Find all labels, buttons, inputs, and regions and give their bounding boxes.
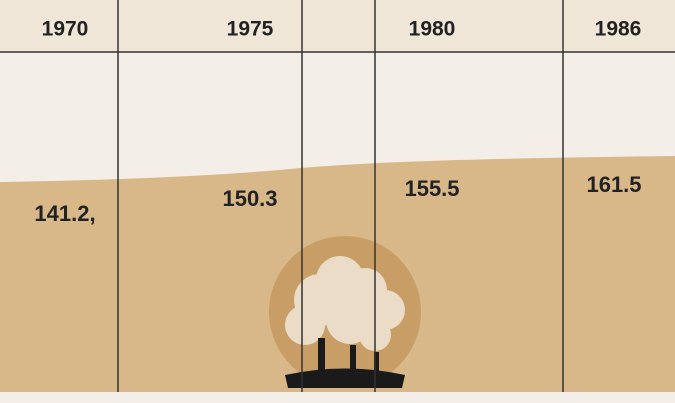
value-label: 155.5: [404, 176, 459, 201]
year-label: 1986: [595, 18, 642, 41]
value-label: 150.3: [222, 186, 277, 211]
year-label: 1970: [42, 18, 89, 41]
header-band: [0, 0, 675, 52]
column-dividers: [117, 0, 564, 392]
year-label: 1980: [409, 18, 456, 41]
value-label: 141.2,: [34, 201, 95, 226]
year-label: 1975: [227, 18, 274, 41]
value-label: 161.5: [586, 172, 641, 197]
